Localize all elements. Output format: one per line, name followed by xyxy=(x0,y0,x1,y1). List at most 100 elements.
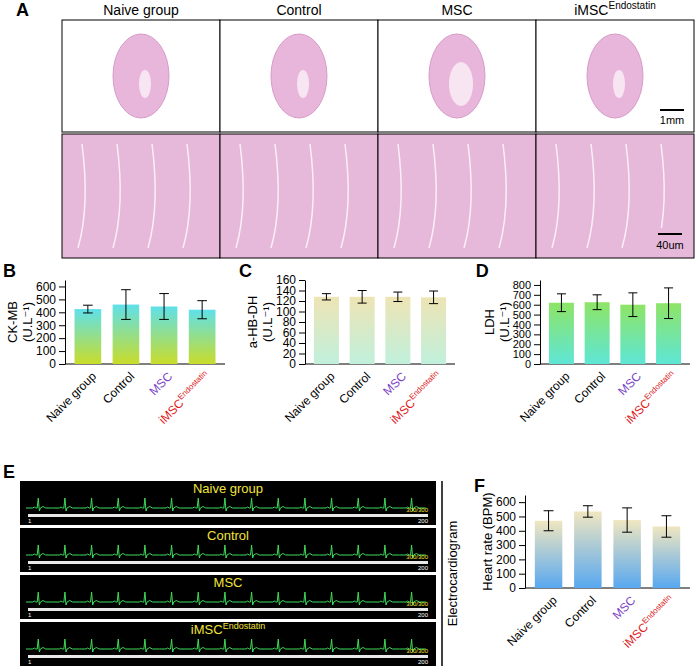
y-axis-title: (U.L⁻¹) xyxy=(260,302,275,342)
y-axis: 020406080100120140160 xyxy=(276,273,306,371)
error-bar-cap xyxy=(557,293,566,294)
bar xyxy=(535,521,563,588)
y-tick: 600 xyxy=(36,280,65,294)
y-tick: 200 xyxy=(36,331,65,345)
y-axis-line xyxy=(540,281,541,365)
ecg-screen xyxy=(20,575,436,619)
error-bar-cap xyxy=(197,300,207,301)
error-bar xyxy=(544,511,554,531)
ecg-group-label: iMSCEndostatin xyxy=(191,621,265,637)
ecg-counter: 200 xyxy=(418,565,429,571)
error-bar-stem xyxy=(548,511,549,531)
tissue-streak xyxy=(587,144,594,248)
ecg-screen xyxy=(20,528,436,572)
ecg-counter: 300/300 xyxy=(406,648,428,654)
y-tick-mark xyxy=(519,531,525,532)
scale-bar-label: 1mm xyxy=(660,114,684,126)
ecg-counter: 200 xyxy=(418,518,429,524)
panel-letter: A xyxy=(16,0,29,20)
error-bar-cap xyxy=(393,292,402,293)
y-tick: 500 xyxy=(36,293,65,307)
y-tick: 160 xyxy=(276,273,305,287)
y-tick-label: 0 xyxy=(509,581,516,595)
error-bar-stem xyxy=(164,294,165,320)
label-patch xyxy=(648,228,690,254)
ecg-counter: 200 xyxy=(418,659,429,665)
error-bar-cap xyxy=(661,537,671,538)
x-tick-label: Control xyxy=(562,593,599,630)
y-tick-mark xyxy=(59,364,65,365)
y-axis: 0100200300400500600 xyxy=(496,495,526,595)
ecg-counter: 300/300 xyxy=(406,601,428,607)
error-bar-cap xyxy=(322,293,331,294)
ecg-scroll-bar xyxy=(28,608,428,611)
x-tick-label: MSC xyxy=(147,369,176,398)
error-bar xyxy=(664,288,673,319)
tissue-streak xyxy=(271,144,278,248)
y-tick-mark xyxy=(519,559,525,560)
error-bar xyxy=(661,516,671,537)
y-tick-mark xyxy=(59,312,65,313)
error-bar-cap xyxy=(628,316,637,317)
error-bar-cap xyxy=(121,289,131,290)
ecg-group-label: Control xyxy=(207,528,249,543)
error-bar-stem xyxy=(397,292,398,301)
scale-bar xyxy=(660,109,684,111)
heart-section xyxy=(429,34,485,118)
y-axis-title: (U.L⁻¹) xyxy=(20,302,35,342)
y-tick: 600 xyxy=(496,495,525,509)
ecg-counter: 1 xyxy=(28,612,32,618)
tissue-streak xyxy=(113,144,120,248)
error-bar-stem xyxy=(597,295,598,310)
ecg-counter: 1 xyxy=(28,659,32,665)
y-tick: 300 xyxy=(36,319,65,333)
y-tick-mark xyxy=(519,574,525,575)
error-bar-cap xyxy=(622,532,632,533)
y-axis-line xyxy=(65,281,66,365)
error-bar xyxy=(628,293,637,317)
y-tick-mark xyxy=(534,344,540,345)
panel-letter: D xyxy=(476,261,489,281)
error-bar xyxy=(593,295,602,310)
error-bar-stem xyxy=(668,288,669,319)
panel-letter: B xyxy=(3,261,16,281)
y-tick-mark xyxy=(299,280,305,281)
tissue-streak xyxy=(552,144,559,248)
error-bar-cap xyxy=(159,293,169,294)
error-bar-cap xyxy=(583,505,593,506)
x-tick-label: iMSCEndostatin xyxy=(622,369,680,427)
error-bar-stem xyxy=(362,291,363,304)
y-tick-mark xyxy=(299,354,305,355)
x-tick-label: iMSCEndostatin xyxy=(155,369,213,427)
x-tick-label: Control xyxy=(571,369,608,406)
error-bar-cap xyxy=(197,318,207,319)
tissue-streak xyxy=(394,144,401,248)
image-frame xyxy=(220,20,378,132)
y-tick-mark xyxy=(534,305,540,306)
ecg-scroll-bar xyxy=(28,655,428,658)
y-tick-label: 500 xyxy=(496,510,516,524)
error-bar-cap xyxy=(429,303,438,304)
x-tick-label: Naive group xyxy=(504,593,560,649)
error-bar-cap xyxy=(664,287,673,288)
y-tick-mark xyxy=(59,299,65,300)
image-frame xyxy=(62,20,220,132)
column-title: MSC xyxy=(441,2,472,18)
y-tick-mark xyxy=(299,291,305,292)
heart-section xyxy=(113,34,169,118)
panel-letter: C xyxy=(239,261,252,281)
ecg-group-label: Naive group xyxy=(193,481,263,496)
error-bar-cap xyxy=(121,319,131,320)
tissue-streak xyxy=(464,144,471,248)
error-bar xyxy=(393,292,402,301)
y-tick: 300 xyxy=(496,538,525,552)
panel-letter: E xyxy=(3,462,15,482)
y-tick-label: 600 xyxy=(496,495,516,509)
ecg-counter: 200 xyxy=(418,612,429,618)
ecg-trace xyxy=(26,545,426,558)
tissue-streak xyxy=(306,144,313,248)
error-bar-cap xyxy=(557,311,566,312)
y-tick-label: 300 xyxy=(496,538,516,552)
error-bar xyxy=(322,294,331,300)
y-tick-mark xyxy=(534,334,540,335)
